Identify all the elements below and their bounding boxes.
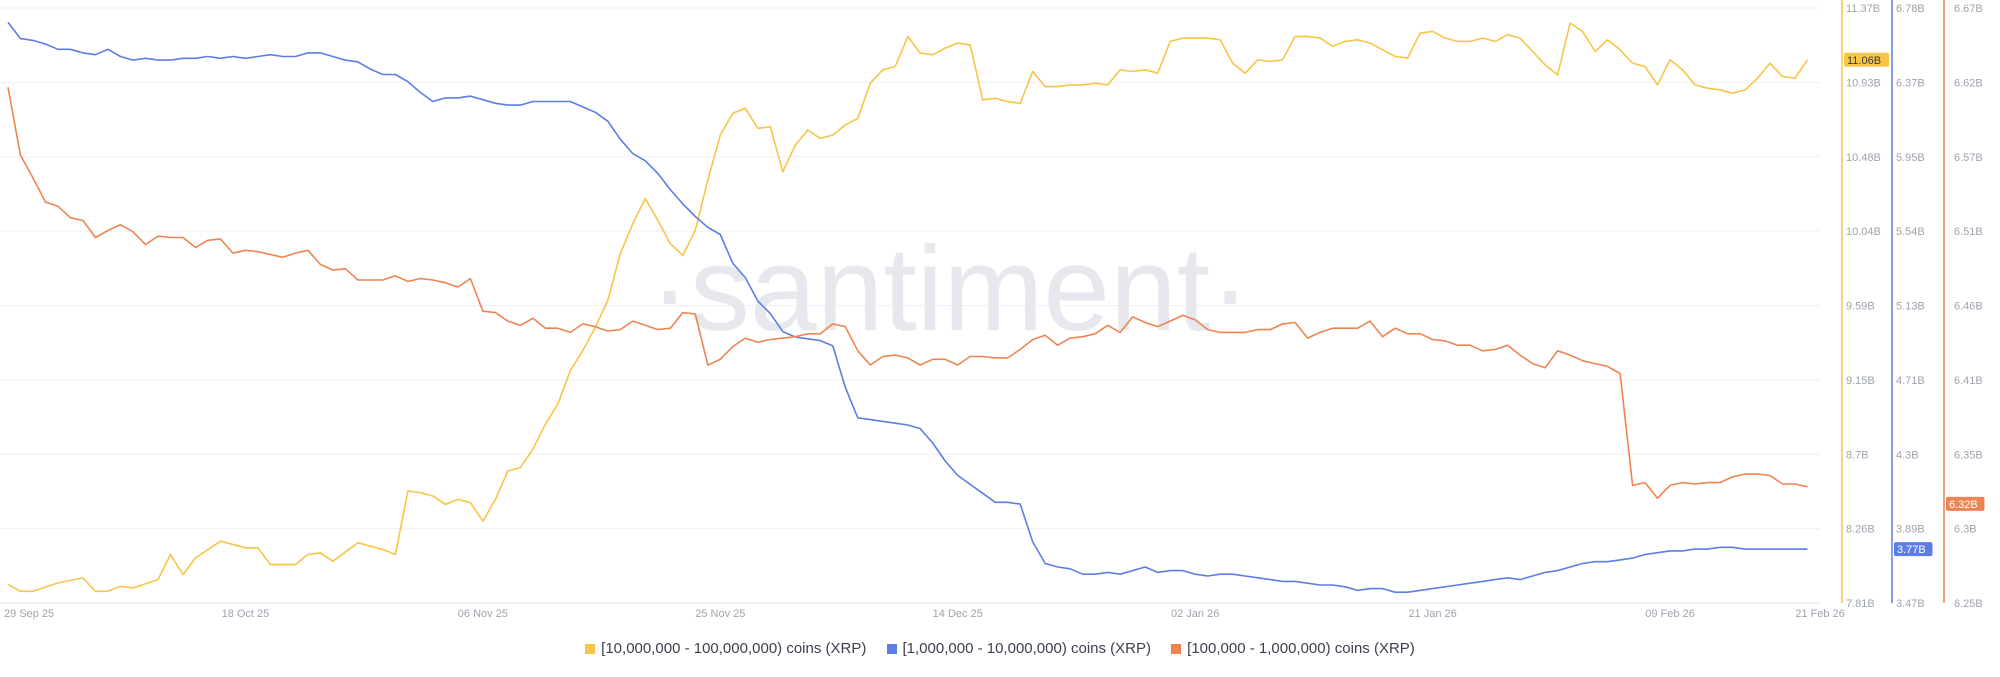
y-tick-label: 5.95B <box>1896 152 1925 164</box>
x-tick-label: 06 Nov 25 <box>458 608 508 620</box>
legend: [10,000,000 - 100,000,000) coins (XRP) [… <box>0 640 2000 658</box>
current-value-label: 3.77B <box>1897 544 1926 556</box>
y-tick-label: 6.67B <box>1954 3 1983 15</box>
current-value-badge <box>1946 496 1985 511</box>
current-value-label: 6.32B <box>1949 499 1978 511</box>
series-line-1 <box>7 21 1808 593</box>
y-tick-label: 4.71B <box>1896 375 1925 387</box>
x-axis: 29 Sep 25 18 Oct 25 06 Nov 25 25 Nov 25 14 D… <box>0 602 1845 620</box>
x-tick-label: 29 Sep 25 <box>4 608 54 620</box>
y-tick-label: 8.26B <box>1846 524 1875 536</box>
y-tick-label: 9.59B <box>1846 301 1875 313</box>
y-tick-label: 10.04B <box>1846 226 1881 238</box>
legend-item-10m-100m[interactable]: [10,000,000 - 100,000,000) coins (XRP) <box>585 640 866 657</box>
legend-swatch-yellow <box>585 643 596 654</box>
y-tick-label: 5.54B <box>1896 226 1925 238</box>
y-tick-label: 3.47B <box>1896 598 1925 610</box>
y-tick-label: 9.15B <box>1846 375 1875 387</box>
x-tick-label: 18 Oct 25 <box>222 608 270 620</box>
current-value-badge <box>1844 52 1889 67</box>
y-tick-label: 6.78B <box>1896 3 1925 15</box>
legend-label: [1,000,000 - 10,000,000) coins (XRP) <box>902 640 1151 657</box>
current-value-label: 11.06B <box>1847 55 1881 67</box>
x-tick-label: 02 Jan 26 <box>1171 608 1219 620</box>
y-tick-label: 7.81B <box>1846 598 1875 610</box>
x-tick-label: 21 Jan 26 <box>1408 608 1456 620</box>
y-tick-label: 5.13B <box>1896 301 1925 313</box>
y-tick-label: 6.37B <box>1896 77 1925 89</box>
legend-swatch-orange <box>1171 643 1182 654</box>
x-tick-label: 14 Dec 25 <box>933 608 983 620</box>
y-tick-label: 6.35B <box>1954 449 1983 461</box>
current-value-badge <box>1894 542 1933 557</box>
x-tick-label: 25 Nov 25 <box>695 608 745 620</box>
series-line-0 <box>7 22 1809 593</box>
y-tick-label: 8.7B <box>1846 449 1869 461</box>
y-tick-label: 10.93B <box>1846 77 1881 89</box>
y-tick-label: 3.89B <box>1896 524 1925 536</box>
legend-label: [100,000 - 1,000,000) coins (XRP) <box>1187 640 1415 657</box>
legend-item-1m-10m[interactable]: [1,000,000 - 10,000,000) coins (XRP) <box>886 640 1151 657</box>
y-tick-label: 6.51B <box>1954 226 1983 238</box>
legend-swatch-blue <box>886 643 897 654</box>
y-tick-label: 6.25B <box>1954 598 1983 610</box>
y-tick-label: 4.3B <box>1896 449 1919 461</box>
legend-item-100k-1m[interactable]: [100,000 - 1,000,000) coins (XRP) <box>1171 640 1415 657</box>
y-tick-label: 6.46B <box>1954 301 1983 313</box>
y-tick-label: 6.41B <box>1954 375 1983 387</box>
y-tick-label: 10.48B <box>1846 152 1881 164</box>
y-axis-2: 6.78B 6.37B 5.95B 5.54B 5.13B 4.71B 4.3B 3.89B 3… <box>1891 0 1933 610</box>
santiment-watermark: ·santiment· <box>650 222 1250 356</box>
series-layer <box>7 21 1809 593</box>
y-tick-label: 6.62B <box>1954 77 1983 89</box>
y-axis-1: 11.37B 10.93B 10.48B 10.04B 9.59B 9.15B 8.7B 8.… <box>1841 0 1889 610</box>
axes-layer: 11.37B 10.93B 10.48B 10.04B 9.59B 9.15B 8.7B 8.… <box>1841 0 1985 610</box>
y-tick-label: 11.37B <box>1846 3 1880 15</box>
y-axis-3: 6.67B 6.62B 6.57B 6.51B 6.46B 6.41B 6.35B 6.3B 6… <box>1943 0 1985 610</box>
legend-label: [10,000,000 - 100,000,000) coins (XRP) <box>601 640 867 657</box>
series-line-2 <box>7 87 1808 499</box>
x-tick-label: 09 Feb 26 <box>1645 608 1695 620</box>
y-tick-label: 6.57B <box>1954 152 1983 164</box>
y-tick-label: 6.3B <box>1954 524 1977 536</box>
x-tick-label: 21 Feb 26 <box>1795 608 1845 620</box>
